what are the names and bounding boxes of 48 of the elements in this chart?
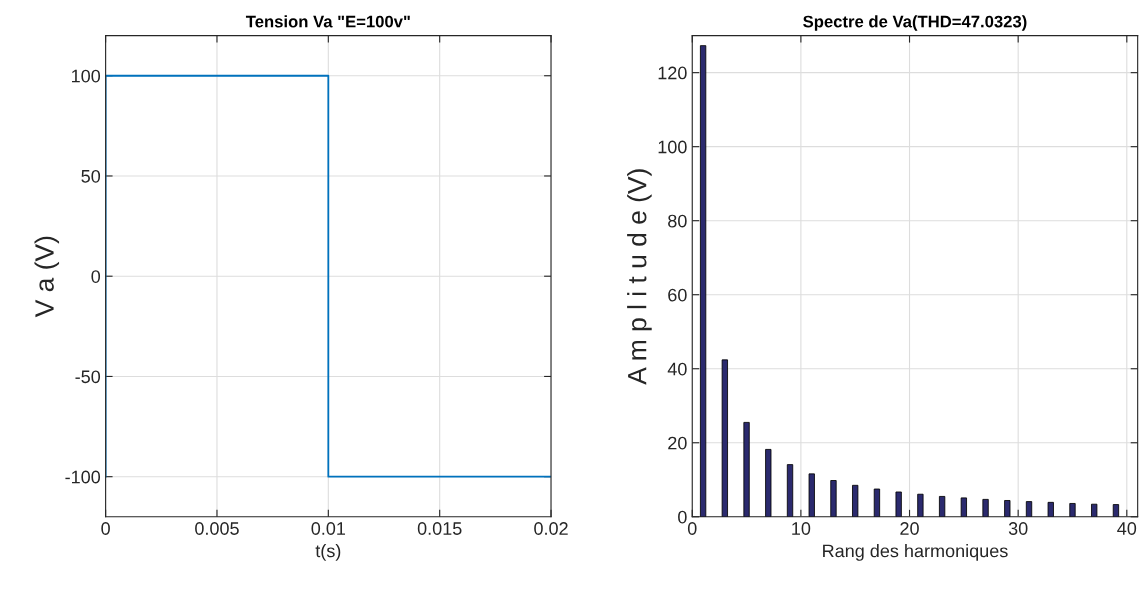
x-tick-label: 30: [1008, 522, 1028, 535]
x-tick-label: 0: [101, 522, 110, 535]
y-tick-label: 80: [668, 214, 687, 228]
x-tick-label: 0.01: [311, 522, 346, 535]
bar: [830, 480, 837, 517]
y-tick-label: -100: [65, 470, 101, 484]
bar: [917, 493, 924, 517]
bar: [743, 421, 750, 517]
y-tick-label: 40: [667, 362, 687, 376]
y-axis-title: A m p l i t u d e (V): [627, 169, 652, 385]
y-tick-label: 120: [658, 66, 687, 80]
y-tick-label: -50: [75, 370, 101, 384]
x-tick-label: 0.015: [417, 522, 462, 535]
bar: [721, 359, 728, 517]
bar: [895, 491, 902, 517]
bar: [786, 464, 794, 517]
chart-title: Tension Va "E=100v": [245, 15, 410, 28]
x-axis-title: t(s): [315, 544, 341, 561]
x-tick-label: 0.02: [534, 522, 568, 535]
bar: [938, 496, 946, 517]
bar: [1047, 501, 1054, 517]
x-tick-label: 0: [687, 522, 697, 535]
y-axis-title: V a (V): [34, 236, 60, 318]
bar: [960, 497, 967, 517]
bar: [1112, 504, 1120, 517]
bar: [982, 498, 989, 517]
y-tick-label: 20: [668, 436, 687, 450]
x-axis-title: Rang des harmoniques: [823, 544, 1008, 561]
bar: [808, 473, 815, 517]
x-tick-label: 10: [792, 522, 811, 535]
bar: [1069, 503, 1076, 517]
y-tick-label: 60: [668, 288, 687, 302]
x-tick-label: 20: [900, 522, 919, 535]
y-tick-label: 50: [81, 169, 101, 183]
bar: [1004, 500, 1011, 517]
y-tick-label: 0: [678, 510, 687, 524]
x-tick-label: 0.005: [195, 522, 239, 535]
y-tick-label: 0: [91, 270, 101, 283]
bar: [1091, 503, 1098, 517]
x-tick-label: 40: [1117, 522, 1137, 535]
bar: [765, 449, 772, 517]
bar: [852, 484, 859, 517]
bar: [699, 45, 707, 517]
y-tick-label: 100: [658, 140, 687, 154]
bar: [873, 488, 881, 517]
bar: [1025, 501, 1033, 517]
y-tick-label: 100: [72, 69, 101, 83]
chart-title: Spectre de Va(THD=47.0323): [803, 15, 1027, 31]
